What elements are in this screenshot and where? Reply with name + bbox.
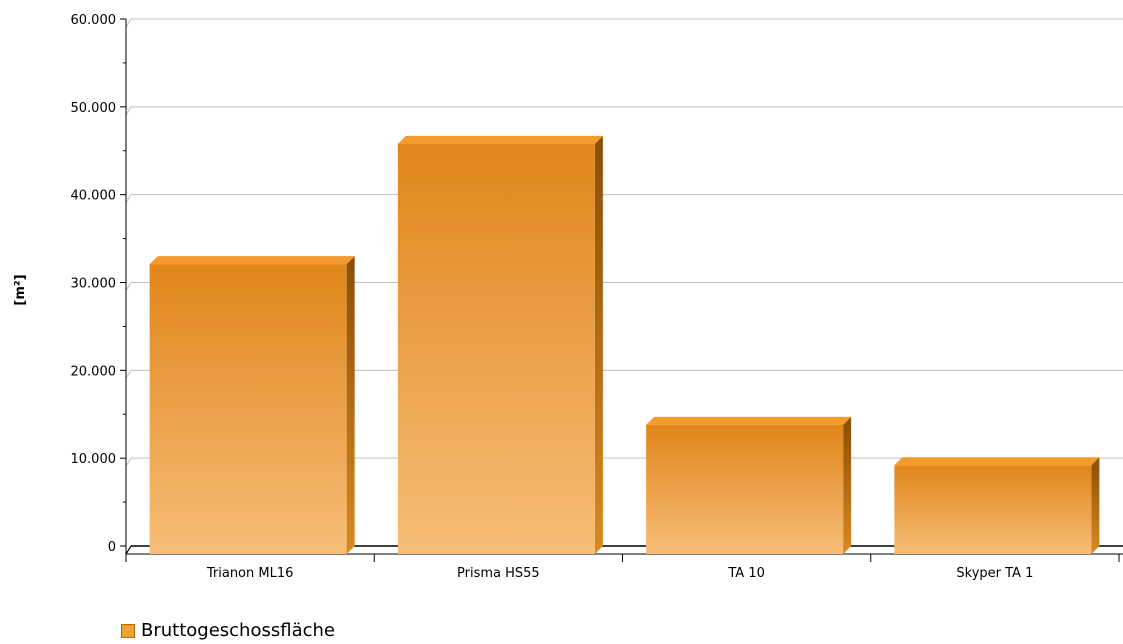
bar [397, 143, 595, 554]
bar [149, 264, 347, 554]
gridline-depth [125, 18, 132, 28]
bar [646, 424, 844, 554]
legend-swatch [121, 623, 135, 638]
x-tick-label: Prisma HS55 [457, 566, 540, 581]
y-tick-label: 20.000 [71, 364, 117, 379]
bar-chart: 0 10.000 20.000 30.000 40.000 50.000 60.000 Tri… [13, 13, 1123, 581]
y-axis-label: [m²] [13, 274, 28, 305]
bar-side [594, 135, 603, 554]
bar-top [646, 416, 852, 425]
bar-top [397, 135, 603, 144]
x-tick-label: TA 10 [727, 566, 765, 581]
legend-label: Bruttogeschossfläche [141, 620, 335, 641]
y-tick-label: 60.000 [71, 13, 117, 28]
x-axis-depth [125, 545, 132, 555]
y-tick-label: 40.000 [71, 189, 117, 204]
y-tick-label: 0 [108, 540, 116, 555]
y-tick-label: 30.000 [71, 277, 117, 292]
x-tick-label: Skyper TA 1 [956, 566, 1033, 581]
legend: Bruttogeschossfläche [121, 620, 335, 641]
gridline-depth [125, 457, 132, 467]
bar-side [1091, 457, 1100, 554]
gridline-depth [125, 370, 132, 379]
bar-side [346, 256, 355, 554]
x-tick-label: Trianon ML16 [206, 566, 294, 581]
bar-top [149, 256, 355, 265]
y-tick-label: 10.000 [71, 452, 117, 467]
bar-side [843, 416, 852, 554]
gridline-depth [125, 106, 132, 116]
bar [894, 465, 1092, 554]
labels: 0 10.000 20.000 30.000 40.000 50.000 60.000 Tri… [71, 13, 1034, 581]
y-tick-label: 50.000 [71, 101, 117, 116]
gridline-depth [125, 194, 132, 203]
bars [149, 135, 1100, 554]
gridline-depth [125, 282, 132, 291]
bar-top [894, 457, 1100, 466]
